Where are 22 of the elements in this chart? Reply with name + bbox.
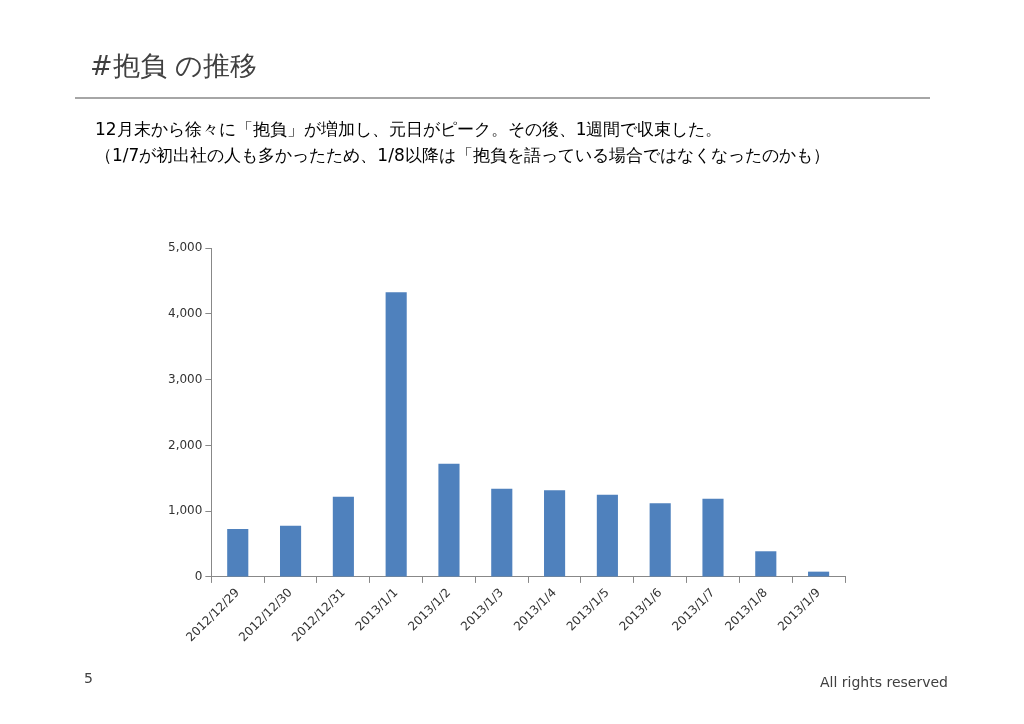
bar [596,494,618,577]
bar [491,488,513,577]
bar [649,503,671,577]
bar [332,496,354,577]
y-tick-label: 0 [194,569,203,584]
y-tick-label: 3,000 [167,371,203,386]
y-tick-label: 1,000 [167,503,203,518]
bar [227,528,249,577]
bar [544,490,566,577]
bar [385,292,407,577]
y-tick-label: 5,000 [167,240,203,255]
bar [755,551,777,577]
bar [702,498,724,577]
text: 5 [84,670,93,686]
chart-title: #抱負 の推移 [90,49,258,83]
y-tick-label: 4,000 [167,306,203,321]
text: All rights reserved [820,674,948,690]
chart-subtitle: 12月末から徐々に「抱負」が増加し、元日がピーク。その後、1週間で収束した。 [95,118,723,141]
text: （1/7が初出社の人も多かったため、1/8以降は「抱負を語っている場合ではなくなったのかも） [95,144,830,167]
bar [438,463,460,577]
y-tick-label: 2,000 [167,437,203,452]
bar [280,525,302,577]
